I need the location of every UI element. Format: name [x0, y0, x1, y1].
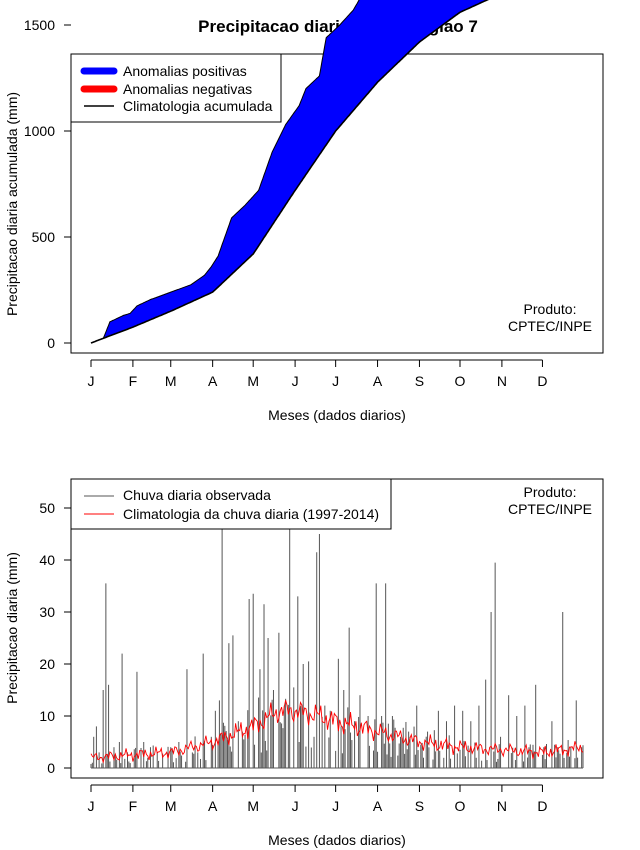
top-x-tick-label: N — [497, 373, 507, 389]
bottom-legend-box — [70, 478, 392, 530]
climatology-cumulative-line — [90, 0, 489, 344]
daily-climatology-layer — [90, 700, 584, 764]
top-area-layer — [90, 0, 489, 344]
bottom-credit-line2: CPTEC/INPE — [508, 501, 592, 517]
bottom-x-tick-label: M — [165, 798, 177, 814]
top-y-tick-label: 0 — [47, 335, 55, 351]
top-y-axis: 05001000150020002500 — [24, 17, 71, 351]
bottom-legend: Chuva diaria observada Climatologia da c… — [70, 478, 392, 530]
bottom-y-tick-label: 10 — [39, 708, 55, 724]
bottom-x-tick-label: S — [415, 798, 424, 814]
daily-precip-chart: 0 10 20 30 40 50 J F M A M J J A S O N D Precipitacao di… — [4, 478, 604, 848]
bottom-x-axis-label: Meses (dados diarios) — [268, 832, 406, 848]
top-legend: Anomalias positivas Anomalias negativas … — [70, 53, 282, 123]
bottom-y-tick-label: 50 — [39, 500, 55, 516]
bottom-x-tick-label: N — [497, 798, 507, 814]
bottom-y-tick-label: 20 — [39, 656, 55, 672]
top-x-tick-label: S — [415, 373, 424, 389]
top-x-tick-label: F — [129, 373, 138, 389]
bottom-y-axis: 0 10 20 30 40 50 — [39, 500, 71, 776]
top-x-tick-label: D — [537, 373, 547, 389]
bottom-x-tick-label: D — [537, 798, 547, 814]
top-x-tick-label: J — [332, 373, 339, 389]
legend-label-daily-climatology: Climatologia da chuva diaria (1997-2014) — [123, 506, 379, 522]
daily-bars-layer — [90, 492, 584, 769]
legend-label-observed: Chuva diaria observada — [123, 487, 271, 503]
bottom-x-tick-label: A — [208, 798, 218, 814]
top-x-tick-label: A — [208, 373, 218, 389]
top-y-tick-label: 1500 — [24, 17, 55, 33]
daily-climatology-line — [90, 700, 584, 764]
legend-label-climatology: Climatologia acumulada — [123, 98, 273, 114]
positive-anomaly-area — [90, 0, 489, 344]
top-credit-line2: CPTEC/INPE — [508, 318, 592, 334]
top-x-tick-label: O — [455, 373, 466, 389]
bottom-y-tick-label: 30 — [39, 604, 55, 620]
bottom-x-tick-label: J — [88, 798, 95, 814]
top-x-tick-label: J — [292, 373, 299, 389]
top-x-axis-label: Meses (dados diarios) — [268, 407, 406, 423]
bottom-x-tick-label: A — [373, 798, 383, 814]
legend-label-positive: Anomalias positivas — [123, 63, 247, 79]
legend-label-negative: Anomalias negativas — [123, 81, 252, 97]
top-credit-line1: Produto: — [524, 301, 577, 317]
top-x-tick-label: A — [373, 373, 383, 389]
bottom-y-tick-label: 0 — [47, 760, 55, 776]
top-y-tick-label: 500 — [32, 229, 56, 245]
bottom-y-tick-label: 40 — [39, 552, 55, 568]
top-x-tick-label: M — [247, 373, 259, 389]
top-y-tick-label: 1000 — [24, 123, 55, 139]
bottom-x-tick-label: J — [332, 798, 339, 814]
bottom-credit-line1: Produto: — [524, 484, 577, 500]
top-x-tick-label: J — [88, 373, 95, 389]
top-x-tick-label: M — [165, 373, 177, 389]
bottom-x-tick-label: J — [292, 798, 299, 814]
bottom-x-tick-label: M — [247, 798, 259, 814]
bottom-x-tick-label: F — [129, 798, 138, 814]
bottom-y-axis-label: Precipitacao diaria (mm) — [4, 552, 20, 704]
top-y-axis-label: Precipitacao diaria acumulada (mm) — [4, 92, 20, 316]
bottom-x-tick-label: O — [455, 798, 466, 814]
